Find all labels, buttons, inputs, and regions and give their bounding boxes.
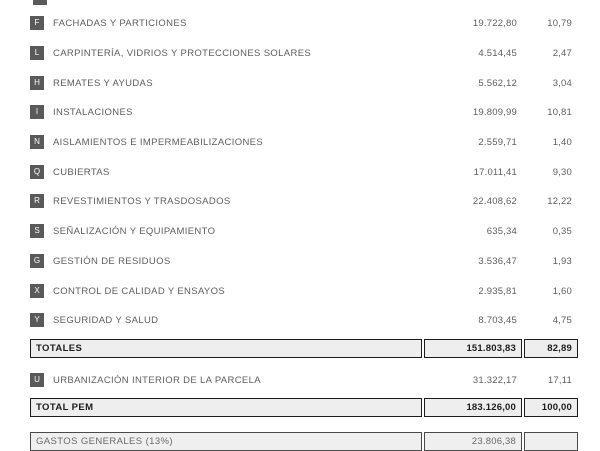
gastos-generales-label: GASTOS GENERALES (13%) [30,432,422,451]
chapter-code-badge: Y [30,313,44,327]
gastos-generales-amount: 23.806,38 [424,432,522,451]
table-row[interactable]: X CONTROL DE CALIDAD Y ENSAYOS 2.935,81 … [30,280,578,302]
chapter-label: SEÑALIZACIÓN Y EQUIPAMIENTO [53,225,216,237]
totales-percent: 82,89 [524,339,578,358]
chapter-amount: 2.935,81 [478,285,517,297]
chapter-percent: 1,40 [552,136,572,148]
chapter-amount: 8.703,45 [478,314,517,326]
chapter-percent: 10,79 [547,17,572,29]
totales-label: TOTALES [30,339,422,358]
chapter-amount: 19.809,99 [472,106,517,118]
chapter-percent: 4,75 [552,314,572,326]
chapter-percent: 3,04 [552,77,572,89]
chapter-label: CARPINTERÍA, VIDRIOS Y PROTECCIONES SOLA… [53,47,312,59]
totales-row: TOTALES 151.803,83 82,89 [30,339,578,358]
chapter-percent: 1,93 [552,255,572,267]
chapter-label: URBANIZACIÓN INTERIOR DE LA PARCELA [53,374,261,386]
total-pem-label: TOTAL PEM [30,398,422,417]
chapter-code-badge: N [30,135,44,149]
table-row[interactable]: R REVESTIMIENTOS Y TRASDOSADOS 22.408,62… [30,190,578,212]
totales-amount: 151.803,83 [424,339,522,358]
chapter-label: FACHADAS Y PARTICIONES [53,17,187,29]
chapter-percent: 0,35 [552,225,572,237]
chapter-label: INSTALACIONES [53,106,133,118]
chapter-amount: 2.559,71 [478,136,517,148]
chapter-label: CONTROL DE CALIDAD Y ENSAYOS [53,285,226,297]
chapter-amount: 4.514,45 [478,47,517,59]
chapter-percent: 17,11 [547,374,572,386]
chapter-label: REMATES Y AYUDAS [53,77,153,89]
chapter-code-badge: F [30,16,44,30]
chapter-amount: 22.408,62 [472,195,517,207]
table-row[interactable]: H REMATES Y AYUDAS 5.562,12 3,04 [30,72,578,94]
table-row[interactable]: S SEÑALIZACIÓN Y EQUIPAMIENTO 635,34 0,3… [30,220,578,242]
gastos-generales-row: GASTOS GENERALES (13%) 23.806,38 [30,432,578,451]
chapter-amount: 17.011,41 [473,166,517,178]
chapter-code-badge: R [30,194,44,208]
chapter-percent: 1,60 [552,285,572,297]
chapter-label: CUBIERTAS [53,166,110,178]
chapter-percent: 2,47 [552,47,572,59]
table-row[interactable]: Y SEGURIDAD Y SALUD 8.703,45 4,75 [30,309,578,331]
chapter-amount: 31.322,17 [472,374,517,386]
table-row[interactable]: U URBANIZACIÓN INTERIOR DE LA PARCELA 31… [30,369,578,391]
chapter-percent: 12,22 [547,195,572,207]
chapter-code-badge: H [30,76,44,90]
chapter-label: AISLAMIENTOS E IMPERMEABILIZACIONES [53,136,264,148]
chapter-amount: 3.536,47 [478,255,517,267]
total-pem-row: TOTAL PEM 183.126,00 100,00 [30,398,578,417]
table-row[interactable]: G GESTIÓN DE RESIDUOS 3.536,47 1,93 [30,250,578,272]
chapter-label: SEGURIDAD Y SALUD [53,314,159,326]
gastos-generales-percent [524,432,578,451]
table-row[interactable]: F FACHADAS Y PARTICIONES 19.722,80 10,79 [30,12,578,34]
total-pem-amount: 183.126,00 [424,398,522,417]
chapter-code-badge: Q [30,165,44,179]
cropped-chapter-badge-icon [33,0,47,5]
total-pem-percent: 100,00 [524,398,578,417]
chapter-amount: 5.562,12 [478,77,517,89]
chapter-percent: 10,81 [547,106,572,118]
chapter-percent: 9,30 [552,166,572,178]
table-row[interactable]: Q CUBIERTAS 17.011,41 9,30 [30,161,578,183]
chapter-code-badge: G [30,254,44,268]
table-row[interactable]: I INSTALACIONES 19.809,99 10,81 [30,101,578,123]
table-row[interactable]: L CARPINTERÍA, VIDRIOS Y PROTECCIONES SO… [30,42,578,64]
chapter-amount: 19.722,80 [472,17,517,29]
chapter-amount: 635,34 [486,225,517,237]
chapter-label: GESTIÓN DE RESIDUOS [53,255,171,267]
chapter-code-badge: X [30,284,44,298]
chapter-code-badge: U [30,373,44,387]
chapter-code-badge: I [30,105,44,119]
chapter-label: REVESTIMIENTOS Y TRASDOSADOS [53,195,231,207]
chapter-code-badge: S [30,224,44,238]
chapter-code-badge: L [30,46,44,60]
table-row[interactable]: N AISLAMIENTOS E IMPERMEABILIZACIONES 2.… [30,131,578,153]
